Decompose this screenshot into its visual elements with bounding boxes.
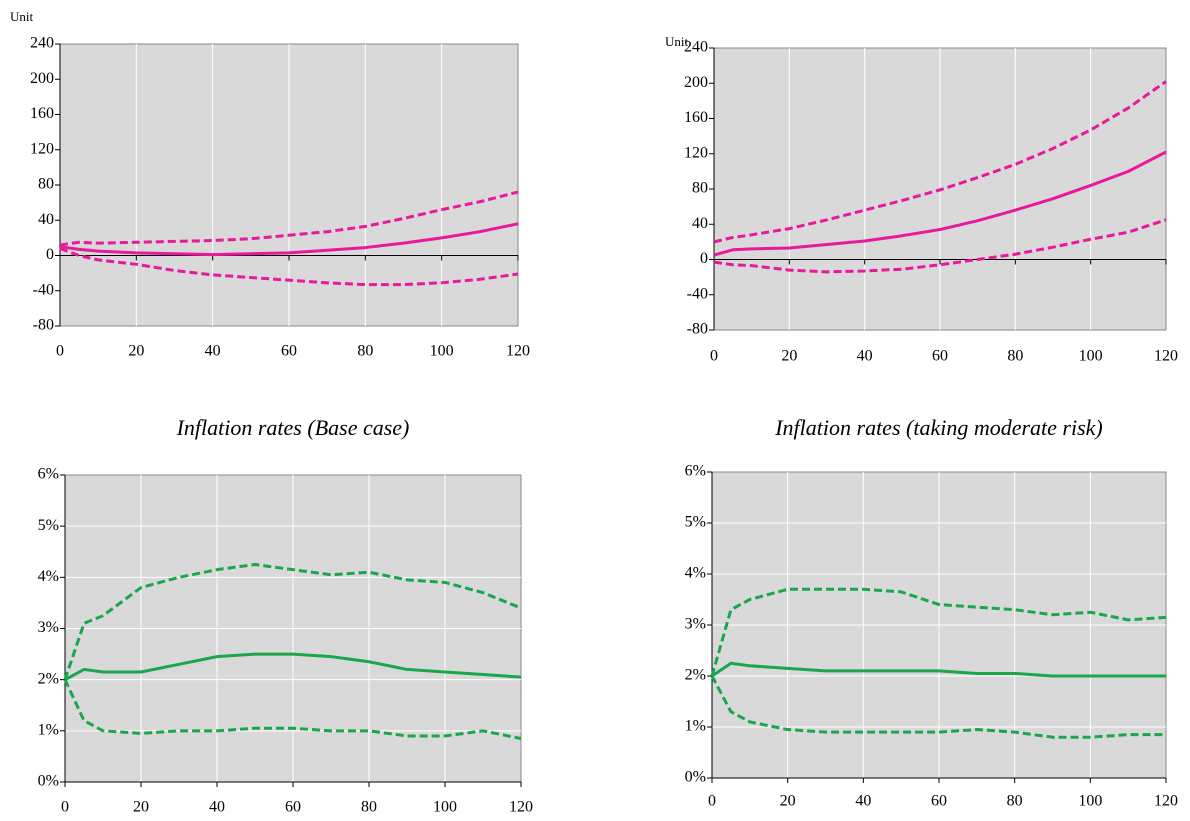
y-tick-label: -80 [687,321,708,338]
x-tick-label: 120 [506,343,530,360]
y-tick-label: 120 [30,140,54,157]
y-tick-label: 240 [684,39,708,56]
x-tick-label: 80 [357,343,373,360]
x-tick-label: 60 [281,343,297,360]
y-tick-label: 0% [685,769,706,786]
x-tick-label: 100 [430,343,454,360]
y-tick-label: 240 [30,35,54,52]
x-tick-label: 120 [1154,793,1178,810]
line-series [63,679,522,740]
x-tick-label: 40 [209,799,225,816]
y-tick-label: 80 [692,180,708,197]
chart-title: Inflation rates (Base case) [176,415,410,440]
y-tick-label: 160 [684,109,708,126]
line-series [59,222,519,257]
x-tick-label: 0 [56,343,64,360]
y-tick-label: 5% [685,514,706,531]
y-tick-label: 3% [38,619,59,636]
x-tick-label: 100 [1079,348,1103,365]
y-tick-label: 5% [38,517,59,534]
x-tick-label: 100 [433,799,457,816]
y-tick-label: 2% [685,667,706,684]
x-tick-label: 0 [710,348,718,365]
x-tick-label: 60 [932,348,948,365]
y-tick-label: 0 [700,250,708,267]
y-tick-label: -80 [33,317,54,334]
x-tick-label: 20 [128,343,144,360]
x-tick-label: 0 [708,793,716,810]
y-tick-label: 4% [38,568,59,585]
y-tick-label: -40 [687,285,708,302]
x-tick-label: 60 [931,793,947,810]
line-series [710,587,1167,677]
x-tick-label: 20 [780,793,796,810]
line-series [713,218,1167,274]
x-tick-label: 40 [857,348,873,365]
y-tick-label: 0% [38,773,59,790]
y-tick-label: -40 [33,281,54,298]
y-tick-label: 6% [38,466,59,483]
line-series [59,190,519,247]
x-tick-label: 80 [361,799,377,816]
y-tick-label: 3% [685,616,706,633]
y-tick-label: 4% [685,565,706,582]
y-tick-label: 200 [30,70,54,87]
y-axis-label: Unit [10,9,34,24]
line-series [711,661,1166,678]
x-tick-label: 20 [133,799,149,816]
line-series [713,80,1167,244]
x-tick-label: 60 [285,799,301,816]
chart-title: Inflation rates (taking moderate risk) [774,415,1103,440]
y-tick-label: 160 [30,105,54,122]
line-series [64,652,522,681]
y-tick-label: 1% [685,718,706,735]
x-tick-label: 120 [1154,348,1178,365]
x-tick-label: 40 [855,793,871,810]
line-series [59,247,519,287]
x-tick-label: 40 [205,343,221,360]
x-tick-label: 100 [1078,793,1102,810]
x-tick-label: 120 [509,799,533,816]
y-axis-label: Unit [665,34,689,49]
line-series [713,150,1167,257]
line-series [63,563,522,681]
y-tick-label: 1% [38,722,59,739]
x-tick-label: 0 [61,799,69,816]
x-tick-label: 20 [781,348,797,365]
y-tick-label: 2% [38,670,59,687]
x-tick-label: 80 [1007,348,1023,365]
y-tick-label: 40 [38,211,54,228]
y-tick-label: 0 [46,246,54,263]
y-tick-label: 6% [685,463,706,480]
line-series [710,675,1166,739]
y-tick-label: 40 [692,215,708,232]
y-tick-label: 120 [684,144,708,161]
x-tick-label: 80 [1007,793,1023,810]
y-tick-label: 200 [684,74,708,91]
y-tick-label: 80 [38,176,54,193]
